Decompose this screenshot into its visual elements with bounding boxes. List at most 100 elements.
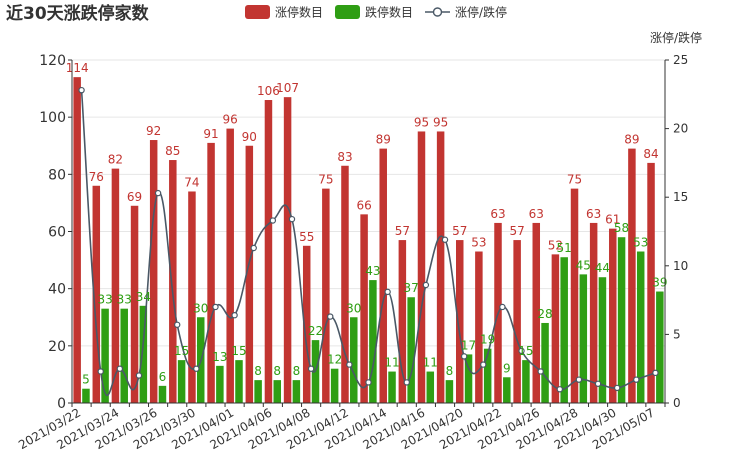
bar-up — [341, 165, 349, 403]
y-left-tick-label: 120 — [39, 53, 66, 69]
bar-down-label: 9 — [503, 361, 511, 375]
bar-up — [73, 77, 81, 404]
bar-up-label: 75 — [567, 173, 582, 187]
bar-up — [111, 168, 120, 403]
legend-item[interactable]: 涨停数目 — [245, 5, 323, 20]
bar-down-label: 5 — [82, 373, 90, 387]
chart-title: 近30天涨跌停家数 — [6, 3, 150, 24]
bar-down-label: 15 — [231, 344, 246, 358]
bar-up — [379, 148, 387, 403]
bar-up-label: 52 — [548, 238, 563, 252]
ratio-line-layer — [78, 86, 659, 397]
ratio-point — [250, 244, 257, 252]
ratio-point — [135, 372, 143, 379]
bar-up-label: 84 — [643, 147, 658, 161]
bar-down — [350, 317, 358, 403]
bar-up — [264, 100, 273, 404]
ratio-point — [97, 368, 104, 375]
bar-down-label: 45 — [576, 258, 591, 272]
bar-up — [207, 142, 215, 403]
bar-up — [609, 228, 617, 403]
ratio-point — [365, 379, 372, 386]
bar-up — [455, 240, 464, 403]
bar-down-label: 15 — [174, 344, 189, 358]
bar-down-label: 39 — [652, 276, 667, 290]
bar-up — [302, 245, 311, 403]
ratio-point — [327, 313, 334, 320]
bar-down — [139, 305, 148, 403]
bar-up — [475, 251, 483, 403]
bar-up-label: 55 — [299, 230, 314, 244]
bar-up-label: 85 — [165, 144, 180, 158]
bar-up-label: 107 — [276, 81, 299, 95]
bar-down-label: 22 — [308, 324, 323, 338]
bar-down — [503, 377, 511, 403]
bar-down — [235, 360, 243, 403]
bar-up-label: 92 — [146, 124, 161, 138]
bar-down-label: 53 — [633, 236, 648, 250]
bar-down-label: 30 — [193, 301, 208, 315]
y-right-tick-label: 10 — [673, 259, 688, 273]
y-left-tick-label: 100 — [39, 110, 66, 126]
bar-down-label: 58 — [614, 221, 629, 235]
bar-down — [273, 380, 282, 403]
bar-down — [464, 354, 473, 403]
y-right-tick-label: 0 — [673, 396, 681, 410]
bar-down-label: 6 — [159, 370, 167, 384]
bar-up-label: 76 — [89, 170, 104, 184]
bar-down-label: 33 — [97, 293, 112, 307]
bar-down — [636, 251, 645, 403]
bar-down-label: 37 — [404, 281, 419, 295]
legend-label: 涨停/跌停 — [455, 5, 507, 20]
bar-up — [130, 205, 139, 403]
bar-up — [570, 188, 579, 403]
ratio-point — [518, 347, 525, 355]
bar-down-label: 12 — [327, 353, 342, 367]
bar-down-label: 8 — [293, 364, 301, 378]
bar-up-label: 106 — [257, 84, 280, 98]
bar-down — [656, 291, 664, 403]
bar-up-label: 114 — [66, 61, 89, 75]
y-right-tick-label: 20 — [673, 122, 688, 136]
bar-down — [445, 380, 454, 403]
ratio-point — [174, 321, 181, 328]
bar-up — [92, 185, 101, 403]
bar-down-label: 44 — [595, 261, 610, 275]
legend[interactable]: 涨停数目 跌停数目 涨停/跌停 — [245, 5, 507, 20]
bar-up-label: 89 — [624, 133, 639, 147]
bar-up-label: 57 — [509, 224, 524, 238]
bar-down-label: 43 — [365, 264, 380, 278]
legend-swatch — [335, 5, 360, 19]
bars-layer — [73, 77, 664, 404]
ratio-point — [193, 365, 200, 372]
bar-up-label: 96 — [223, 113, 238, 127]
bar-down-label: 34 — [136, 290, 151, 304]
ratio-point — [269, 217, 277, 224]
y-right-tick-label: 25 — [673, 53, 688, 67]
ratio-point — [556, 386, 563, 393]
ratio-point — [403, 379, 410, 386]
ratio-point — [537, 368, 544, 375]
bar-down — [292, 380, 301, 403]
bar-down — [560, 257, 568, 403]
bar-up-label: 83 — [337, 150, 352, 164]
legend-item[interactable]: 跌停数目 — [335, 5, 413, 20]
y-left-tick-label: 60 — [48, 225, 66, 241]
legend-swatch-point — [432, 7, 443, 17]
bar-down — [177, 360, 186, 403]
legend-item[interactable]: 涨停/跌停 — [425, 5, 507, 20]
bar-up-label: 63 — [529, 207, 544, 221]
bar-up — [149, 140, 158, 404]
ratio-point — [78, 86, 85, 94]
data-labels: 1145763382336934926851574309113961590810… — [66, 61, 668, 387]
bar-down-label: 17 — [461, 338, 476, 352]
bar-down — [598, 277, 607, 403]
bar-up-label: 63 — [490, 207, 505, 221]
bar-down — [120, 308, 128, 403]
bar-down-label: 8 — [273, 364, 281, 378]
y-right-tick-label: 5 — [673, 327, 681, 341]
bar-down — [579, 274, 588, 403]
bar-down — [101, 308, 109, 403]
bar-down — [369, 280, 377, 403]
